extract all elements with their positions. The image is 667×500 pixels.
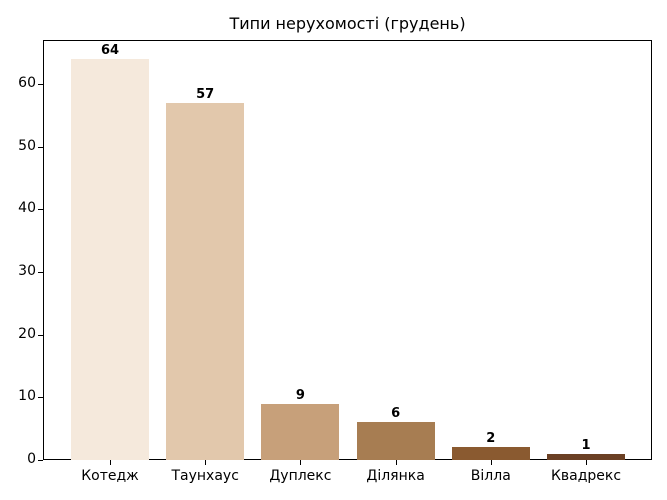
y-tick xyxy=(38,272,43,273)
bar xyxy=(356,422,435,460)
y-tick-label: 50 xyxy=(18,137,36,154)
y-tick xyxy=(38,334,43,336)
x-tick-label: Вілла xyxy=(470,468,511,484)
y-tick-label: 10 xyxy=(18,388,36,405)
x-tick-label: Ділянка xyxy=(366,468,425,484)
bar xyxy=(166,102,245,460)
y-tick-label: 40 xyxy=(18,200,36,217)
bar-value-label: 64 xyxy=(100,42,120,58)
plot-area xyxy=(43,40,652,460)
y-tick-label: 60 xyxy=(18,75,36,91)
bar xyxy=(547,453,625,460)
bar xyxy=(71,58,149,460)
x-tick xyxy=(205,460,207,465)
bar-value-label: 1 xyxy=(581,437,591,453)
x-tick-label: Дуплекс xyxy=(269,468,332,484)
y-tick xyxy=(38,84,43,85)
x-tick xyxy=(395,460,397,465)
y-tick xyxy=(38,460,43,461)
y-tick-label: 20 xyxy=(18,325,36,342)
y-tick-label: 0 xyxy=(27,451,36,467)
y-tick xyxy=(38,397,43,399)
x-tick xyxy=(300,460,302,465)
x-tick xyxy=(110,460,111,465)
x-tick-label: Квадрекс xyxy=(550,468,622,484)
x-tick xyxy=(490,460,492,465)
bar-value-label: 57 xyxy=(196,86,215,102)
chart-title: Типи нерухомості (грудень) xyxy=(229,14,466,33)
bar-value-label: 2 xyxy=(486,431,496,447)
y-tick xyxy=(38,209,43,211)
bar xyxy=(451,447,530,460)
bar xyxy=(261,403,340,460)
bar-value-label: 9 xyxy=(295,387,305,403)
x-tick-label: Таунхаус xyxy=(171,468,239,484)
y-tick xyxy=(38,146,43,148)
y-tick-label: 30 xyxy=(18,263,36,279)
x-tick xyxy=(586,460,587,465)
bar-value-label: 6 xyxy=(391,406,401,422)
x-tick-label: Котедж xyxy=(81,468,139,484)
